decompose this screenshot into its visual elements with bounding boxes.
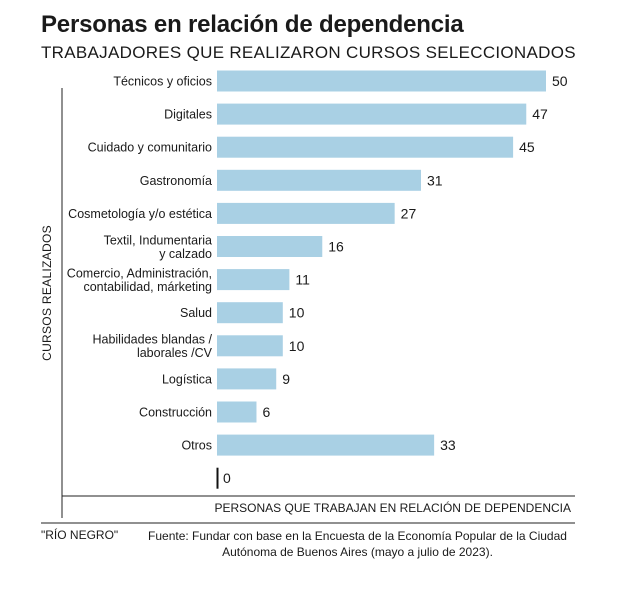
bar <box>217 169 421 191</box>
x-axis-label: PERSONAS QUE TRABAJAN EN RELACIÓN DE DEP… <box>214 500 571 515</box>
bar <box>217 434 435 456</box>
data-label: 50 <box>552 73 568 89</box>
category-label: Habilidades blandas / laborales /CV <box>92 333 212 361</box>
data-label: 31 <box>427 172 443 188</box>
category-label: Comercio, Administración, contabilidad, m… <box>67 266 212 294</box>
chart-title: Personas en relación de dependencia <box>41 11 464 38</box>
data-label: 33 <box>440 437 456 453</box>
bar <box>217 302 283 324</box>
data-label: 9 <box>282 371 290 387</box>
y-axis-label: CURSOS REALIZADOS <box>40 225 54 361</box>
category-label: Cosmetología y/o estética <box>68 207 212 221</box>
data-label: 16 <box>328 239 344 255</box>
bar <box>217 236 323 257</box>
publisher-credit: "RÍO NEGRO" <box>41 528 119 542</box>
data-label: 27 <box>401 205 417 221</box>
data-label: 10 <box>289 338 305 354</box>
category-label: Textil, Indumentaria y calzado <box>104 233 212 261</box>
category-label: Cuidado y comunitario <box>88 141 212 155</box>
data-label: 11 <box>295 272 310 288</box>
bar <box>217 202 395 224</box>
chart-subtitle: TRABAJADORES QUE REALIZARON CURSOS SELEC… <box>41 43 576 62</box>
bar <box>217 136 514 158</box>
category-label: Técnicos y oficios <box>113 75 212 89</box>
category-label: Otros <box>181 439 212 453</box>
category-label: Construcción <box>139 406 212 420</box>
bar <box>217 335 283 357</box>
data-label: 45 <box>519 139 535 155</box>
bar <box>217 103 527 125</box>
bar <box>217 70 546 92</box>
category-label: Digitales <box>164 108 212 122</box>
bar <box>217 368 277 390</box>
data-label: 47 <box>532 106 548 122</box>
data-label: 6 <box>262 404 270 420</box>
bar <box>217 401 257 423</box>
data-label: 10 <box>289 305 305 321</box>
source-note: Fuente: Fundar con base en la Encuesta d… <box>148 529 567 559</box>
data-label: 0 <box>223 470 231 486</box>
category-label: Gastronomía <box>140 174 212 188</box>
category-label: Logística <box>162 372 212 386</box>
category-label: Salud <box>180 306 212 320</box>
bar <box>217 269 290 291</box>
